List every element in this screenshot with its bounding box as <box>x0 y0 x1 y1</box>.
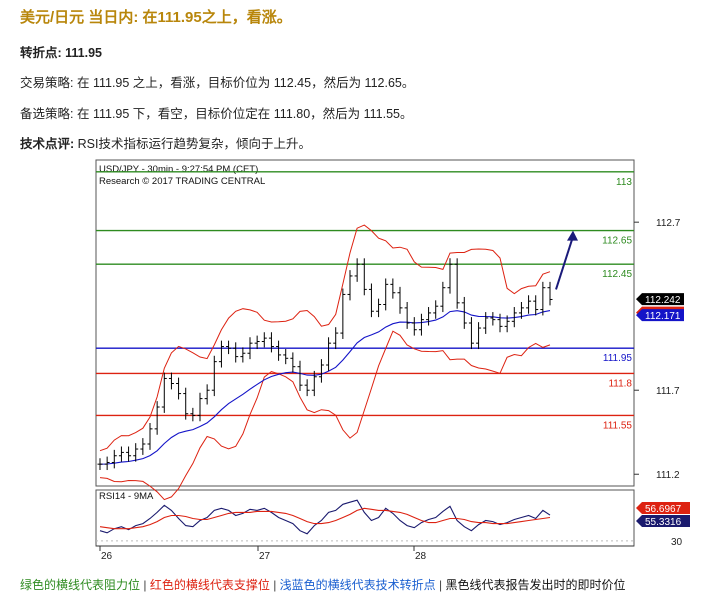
level-label: 111.8 <box>608 378 632 389</box>
rsi-price-tag <box>636 502 690 514</box>
comment-line: 技术点评: RSI技术指标运行趋势复杂，倾向于上升。 <box>20 133 311 152</box>
price-tag <box>636 309 684 322</box>
strategy-line: 交易策略: 在 111.95 之上，看涨，目标价位为 112.45，然后为 11… <box>20 72 414 91</box>
legend-red: 红色的横线代表支撑位 <box>149 578 270 592</box>
comment-label: 技术点评: <box>20 137 75 151</box>
y-tick-label: 111.7 <box>656 386 680 397</box>
strategy-label: 交易策略: <box>20 76 74 90</box>
legend-black: 黑色线代表报告发出时的即时价位 <box>445 578 626 592</box>
legend-separator: | <box>273 578 277 592</box>
pivot-line: 转折点: 111.95 <box>20 42 102 61</box>
moving-average-line <box>99 310 551 465</box>
strategy-text: 在 111.95 之上，看涨，目标价位为 112.45，然后为 112.65。 <box>76 76 415 90</box>
bollinger-lower-band <box>99 330 551 501</box>
legend-blue: 浅蓝色的横线代表技术转折点 <box>279 578 436 592</box>
level-label: 112.65 <box>602 236 632 247</box>
level-label: 111.95 <box>603 353 633 364</box>
level-label: 111.55 <box>603 420 633 431</box>
forecast-arrow <box>555 236 574 290</box>
rsi-series-line <box>99 507 551 530</box>
rsi-plot-layer <box>96 499 634 542</box>
level-label: 113 <box>616 177 632 188</box>
legend-separator: | <box>439 578 443 592</box>
level-label: 112.45 <box>602 269 632 280</box>
comment-text: RSI技术指标运行趋势复杂，倾向于上升。 <box>77 137 311 151</box>
rsi-y-tick-label: 30 <box>671 537 683 548</box>
axis-layer: 112.7111.7111.2112.242112.174112.1713056… <box>99 218 690 562</box>
legend-separator: | <box>143 578 147 592</box>
rsi-series-line <box>99 499 551 535</box>
pivot-label: 转折点: <box>20 46 62 60</box>
alt-strategy-text: 在 111.95 下，看空，目标价位定在 111.80，然后为 111.55。 <box>76 107 413 121</box>
chart-subtitle: Research © 2017 TRADING CENTRAL <box>99 176 265 187</box>
price-tag-label: 112.242 <box>645 295 681 306</box>
main-plot-layer: 113 112.65 112.45 111.95 111.8 111.55 <box>96 171 634 501</box>
rsi-panel-frame <box>95 489 635 547</box>
rsi-title: RSI14 - 9MA <box>99 491 154 502</box>
rsi-price-tag <box>636 515 690 527</box>
chart-title: USD/JPY - 30min - 9:27:54 PM (CET) <box>99 164 258 175</box>
pivot-value: 111.95 <box>65 46 103 60</box>
alt-strategy-line: 备选策略: 在 111.95 下，看空，目标价位定在 111.80，然后为 11… <box>20 103 413 122</box>
rsi-price-tag-label: 55.3316 <box>645 517 682 528</box>
legend-footer: 绿色的横线代表阻力位 | 红色的横线代表支撑位 | 浅蓝色的横线代表技术转折点 … <box>20 576 626 593</box>
y-tick-label: 112.7 <box>656 218 681 229</box>
headline: 美元/日元 当日内: 在111.95之上，看涨。 <box>20 9 292 26</box>
main-panel-frame <box>95 159 635 487</box>
forecast-arrow-head <box>567 230 578 241</box>
x-tick-label: 26 <box>101 551 113 562</box>
price-tag <box>636 293 684 306</box>
rsi-price-tag-label: 56.6967 <box>645 504 682 515</box>
legend-green: 绿色的横线代表阻力位 <box>20 578 141 592</box>
y-tick-label: 111.2 <box>656 470 680 481</box>
price-tag-label: 112.171 <box>645 311 681 322</box>
alt-strategy-label: 备选策略: <box>20 107 74 121</box>
x-tick-label: 27 <box>259 551 271 562</box>
bollinger-upper-band <box>99 224 551 452</box>
x-tick-label: 28 <box>415 551 427 562</box>
